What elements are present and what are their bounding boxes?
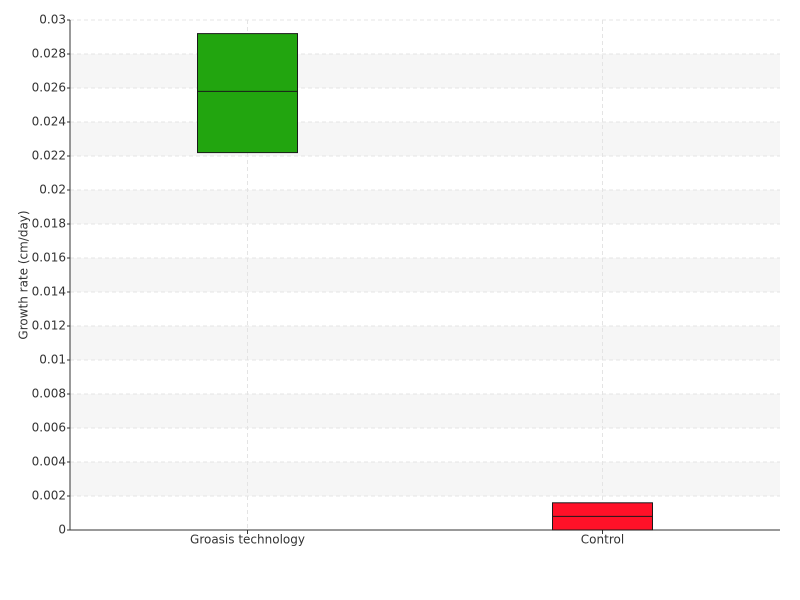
- box: [197, 33, 298, 154]
- x-tick-label: Control: [581, 533, 624, 547]
- y-axis-label: Growth rate (cm/day): [17, 210, 31, 339]
- y-tick-label: 0.008: [32, 387, 66, 401]
- y-tick-label: 0.02: [39, 183, 66, 197]
- y-tick-label: 0.024: [32, 115, 66, 129]
- y-tick-label: 0.002: [32, 489, 66, 503]
- y-tick-label: 0: [58, 523, 66, 537]
- x-tick-label: Groasis technology: [190, 533, 305, 547]
- grid-stripe: [70, 258, 780, 292]
- y-tick-label: 0.028: [32, 47, 66, 61]
- y-tick-label: 0.014: [32, 285, 66, 299]
- grid-stripe: [70, 326, 780, 360]
- y-tick-label: 0.022: [32, 149, 66, 163]
- grid-stripe: [70, 190, 780, 224]
- y-tick-label: 0.018: [32, 217, 66, 231]
- grid-stripe: [70, 54, 780, 88]
- grid-stripe: [70, 122, 780, 156]
- y-tick-label: 0.026: [32, 81, 66, 95]
- grid-stripe: [70, 394, 780, 428]
- y-tick-label: 0.016: [32, 251, 66, 265]
- y-tick-label: 0.004: [32, 455, 66, 469]
- y-tick-label: 0.01: [39, 353, 66, 367]
- grid-stripe: [70, 462, 780, 496]
- y-tick-label: 0.03: [39, 13, 66, 27]
- y-tick-label: 0.006: [32, 421, 66, 435]
- y-tick-label: 0.012: [32, 319, 66, 333]
